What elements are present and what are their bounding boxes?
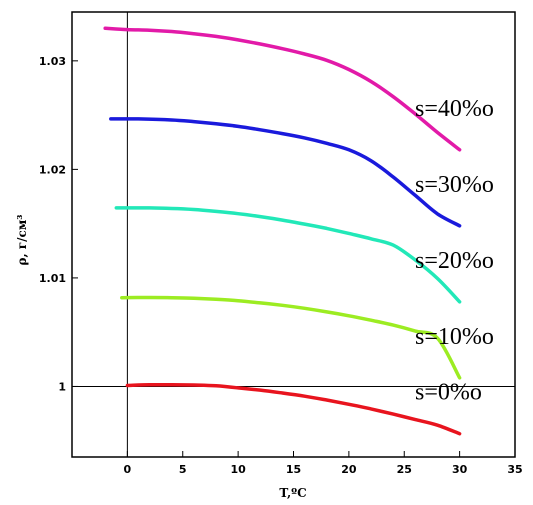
series-label-s0: s=0%o	[415, 380, 482, 406]
x-tick-label: 0	[124, 463, 132, 476]
x-tick-label: 5	[179, 463, 187, 476]
series-line-s10	[120, 295, 462, 380]
y-axis-label: ρ, г/см³	[15, 214, 29, 265]
x-tick-label: 35	[507, 463, 522, 476]
y-axis-ticks: 1 1.01 1.02 1.03	[39, 55, 78, 393]
x-tick-label: 20	[341, 463, 357, 476]
y-tick-label: 1	[58, 380, 66, 393]
series-label-s20: s=20%o	[415, 248, 494, 274]
x-tick-label: 10	[230, 463, 246, 476]
series-label-s10: s=10%o	[415, 324, 494, 350]
x-axis-ticks: 0 5 10 15 20 25 30 35	[124, 451, 523, 476]
x-tick-label: 25	[397, 463, 412, 476]
x-tick-label: 15	[286, 463, 301, 476]
series-line-s30	[109, 117, 462, 228]
series-labels: s=0%o s=10%o s=20%o s=30%o s=40%o	[415, 96, 494, 406]
y-tick-label: 1.01	[39, 272, 66, 285]
series-curves	[103, 26, 462, 436]
y-tick-label: 1.03	[39, 55, 66, 68]
y-tick-label: 1.02	[39, 163, 66, 176]
x-tick-label: 30	[452, 463, 468, 476]
series-line-s0	[125, 382, 462, 436]
x-axis-label: T,ºC	[279, 486, 306, 500]
series-line-s20	[114, 206, 462, 304]
series-label-s40: s=40%o	[415, 96, 494, 122]
series-label-s30: s=30%o	[415, 172, 494, 198]
series-line-s40	[103, 26, 462, 152]
